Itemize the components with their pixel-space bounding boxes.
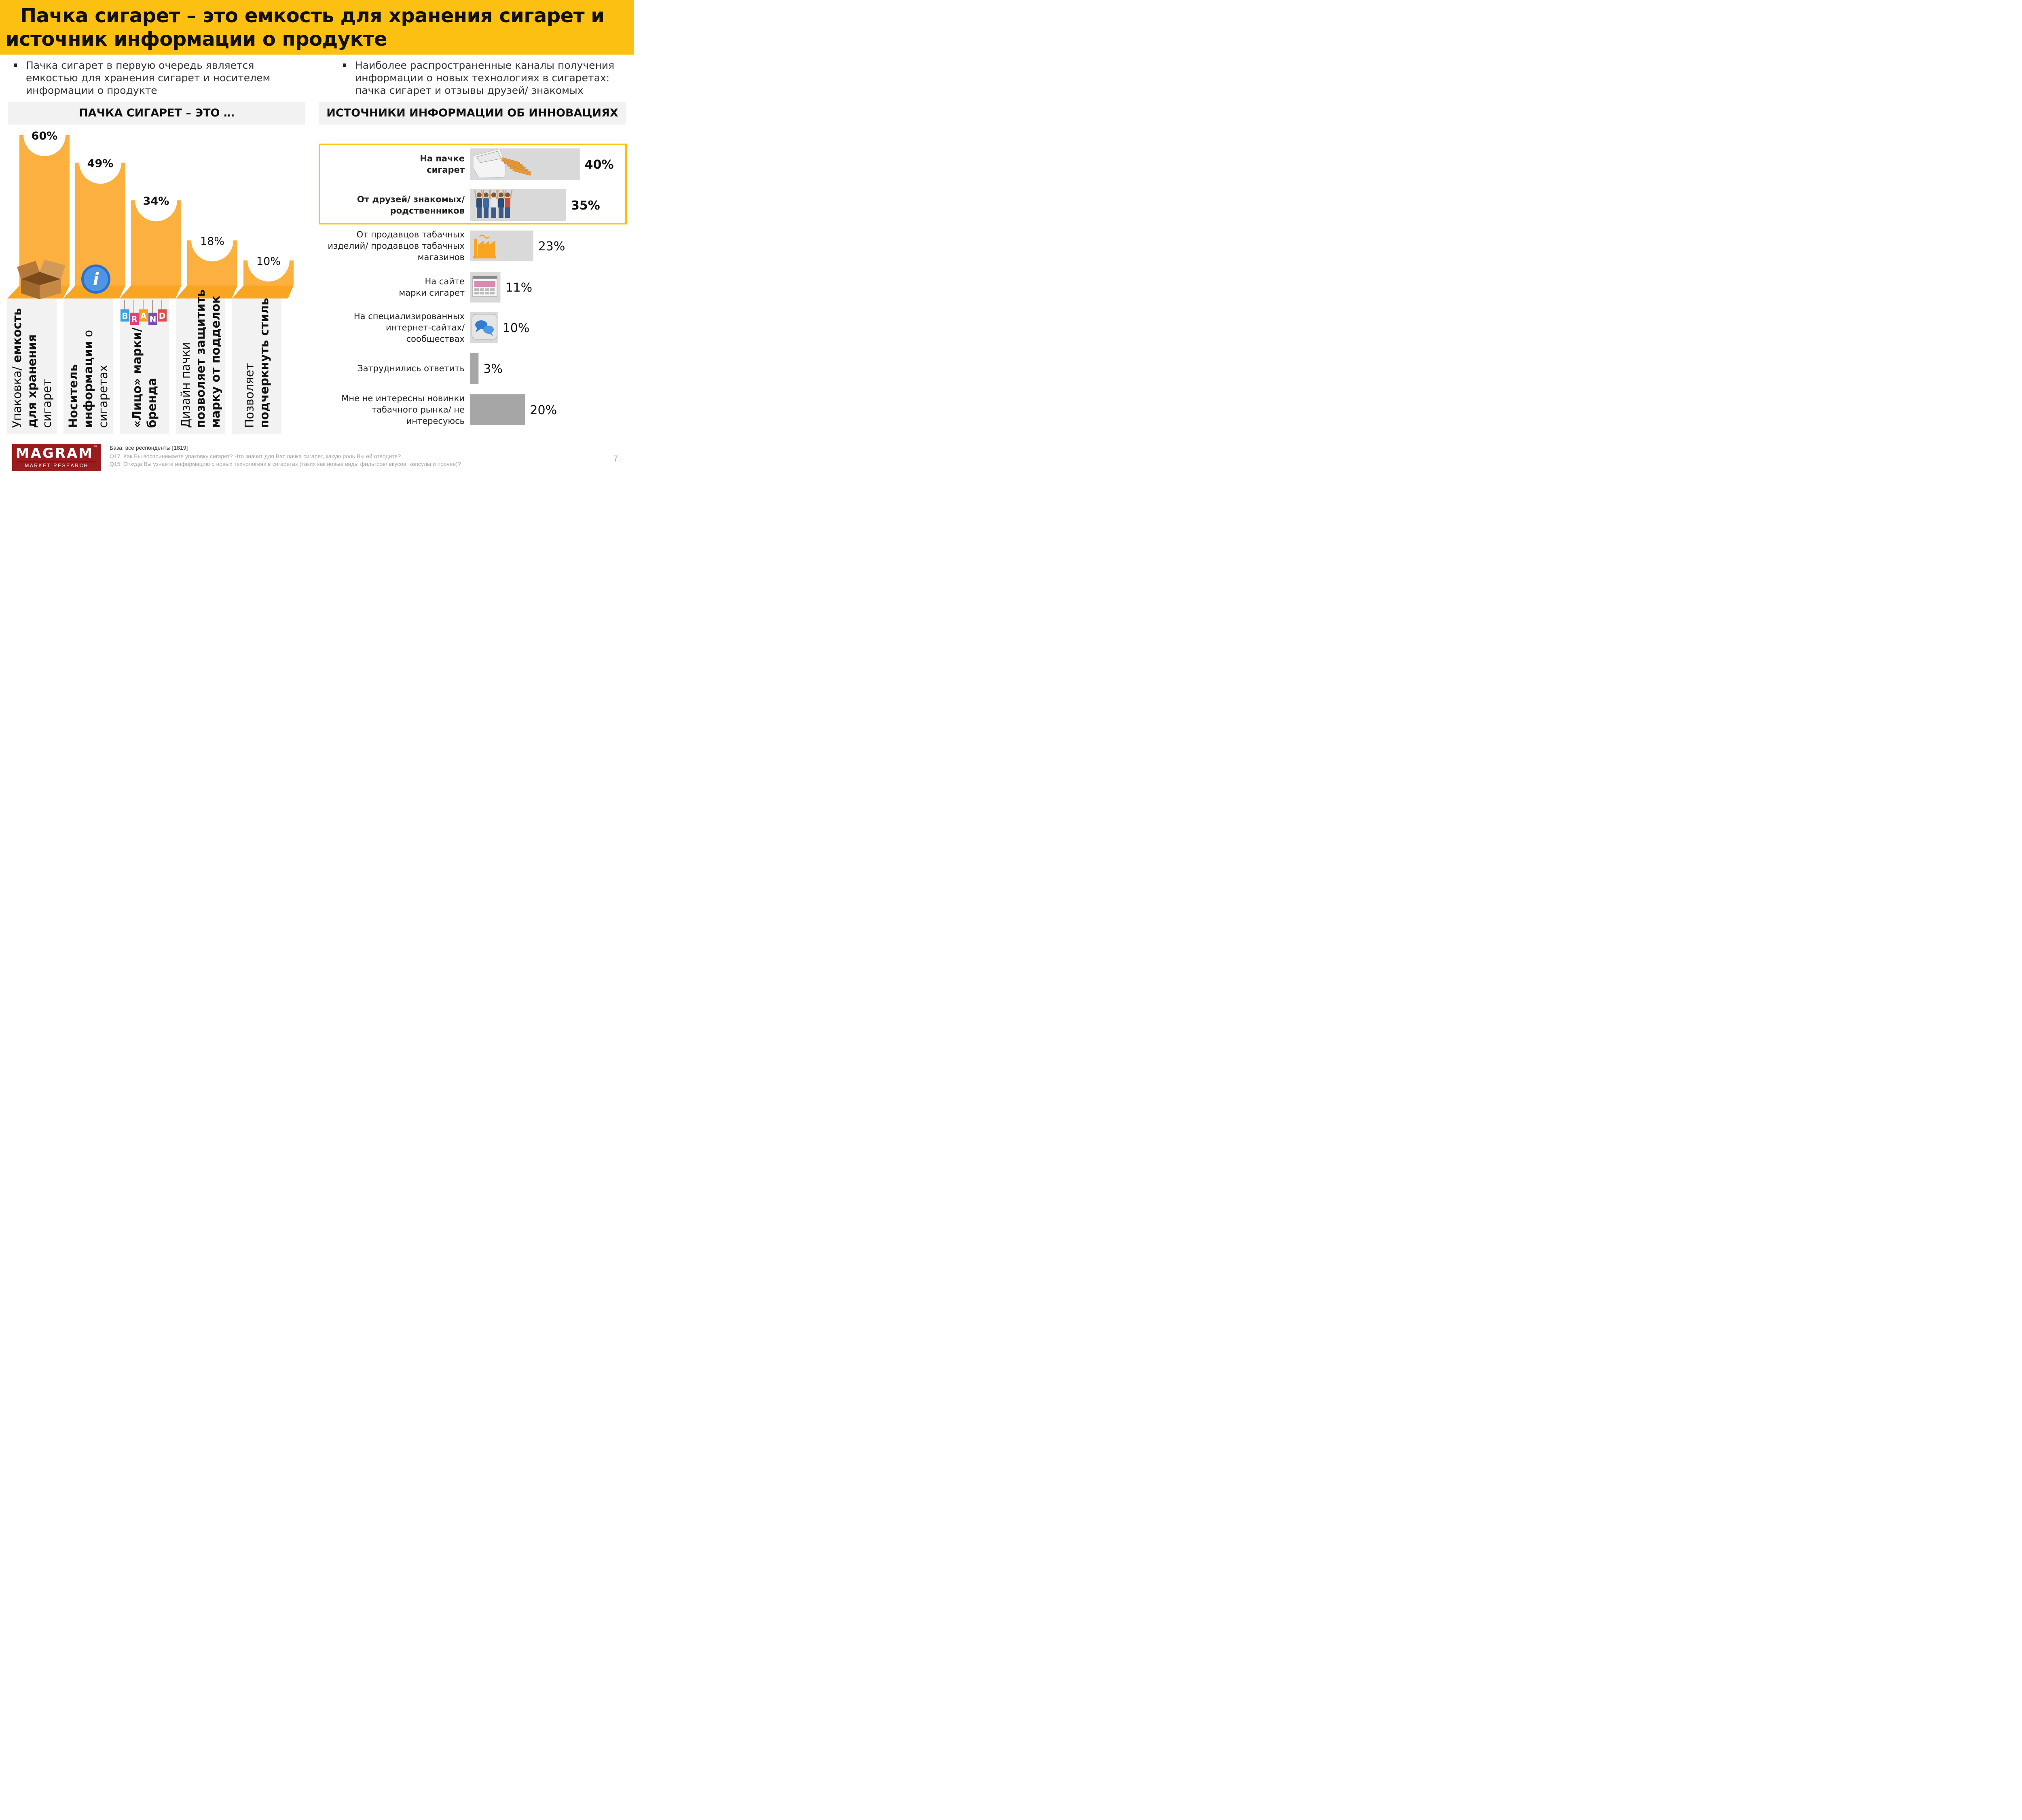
- bar-value-label: 60%: [32, 130, 58, 142]
- bar-category-label: «Лицо» марки/бренда: [130, 328, 159, 428]
- hbar-value-label: 11%: [505, 281, 532, 295]
- svg-text:i: i: [93, 269, 99, 289]
- bar-value-label: 34%: [143, 195, 169, 207]
- page-number: 7: [613, 454, 618, 464]
- right-panel-title: ИСТОЧНИКИ ИНФОРМАЦИИ ОБ ИННОВАЦИЯХ: [319, 102, 626, 125]
- category-label-line: бренда: [145, 378, 159, 428]
- right-bullet: Наиболее распространенные каналы получен…: [343, 59, 626, 97]
- bar-4: [187, 240, 237, 286]
- category-label-line: информации о: [81, 330, 95, 428]
- bar-floor: [120, 286, 181, 298]
- category-label-line: Позволяет: [243, 363, 256, 428]
- footer-base-note: База: все респонденты [1819]: [110, 444, 188, 451]
- bar-category-label: Позволяет подчеркнуть стиль: [243, 298, 271, 428]
- left-bullet-line-1: Пачка сигарет в первую очередь является: [26, 59, 254, 71]
- friends-group-icon: [474, 190, 513, 218]
- svg-text:R: R: [131, 314, 137, 324]
- bar-value-label: 10%: [256, 255, 281, 268]
- category-label-line: марку от подделок: [209, 296, 222, 428]
- category-label-line: подчеркнуть стиль: [258, 298, 271, 428]
- hbar-7: [470, 394, 525, 425]
- hbar-value-label: 20%: [530, 403, 557, 417]
- left-bullet-line-3: информации о продукте: [26, 85, 157, 96]
- factory-icon: [473, 235, 496, 258]
- right-bar-chart: 40% На пачке сигарет 35% От друзей/ знакомых…: [319, 144, 627, 426]
- left-bar-chart: 60% Упаковка/ емкость для хранения сигарет 4…: [7, 130, 294, 434]
- logo-sub-text: MARKET RESEARCH: [25, 463, 89, 468]
- svg-text:A: A: [140, 311, 147, 321]
- page-title-line-2: источник информации о продукте: [6, 28, 387, 51]
- bar-label-card: [63, 298, 113, 434]
- category-label-line: позволяет защитить: [194, 289, 207, 428]
- category-label-line: сигаретах: [96, 365, 110, 428]
- page-title-line-1: Пачка сигарет – это емкость для хранения…: [20, 4, 605, 27]
- hbar-category-label: На специализированных интернет-сайтах/соо…: [354, 311, 465, 344]
- hbar-6: [470, 353, 479, 384]
- bar-floor: [232, 286, 294, 298]
- bar-value-label: 18%: [200, 235, 224, 248]
- bar-category-label: Упаковка/ емкость для хранения сигарет: [10, 308, 54, 428]
- company-logo: MAGRAM™ MARKET RESEARCH: [12, 444, 101, 471]
- hbar-category-label: Затруднились ответить: [357, 364, 465, 373]
- title-bar: [0, 0, 634, 55]
- category-label-line: Дизайн пачки: [179, 342, 192, 428]
- cardboard-box-icon: [17, 260, 66, 299]
- website-icon: [472, 276, 497, 297]
- svg-text:N: N: [150, 314, 157, 324]
- hbar-category-label: От друзей/ знакомых/родственников: [357, 195, 465, 216]
- category-label-line: «Лицо» марки/: [130, 328, 144, 428]
- category-label-line: Носитель: [66, 364, 80, 428]
- svg-text:B: B: [122, 311, 128, 321]
- bar-value-label: 49%: [87, 157, 114, 170]
- highlight-frame: [319, 144, 627, 224]
- info-icon: i: [81, 265, 110, 294]
- right-bullet-line-1: Наиболее распространенные каналы получен…: [355, 59, 615, 71]
- hbar-category-label: Мне не интересны новинки табачного рынка/…: [341, 394, 465, 426]
- category-label-line: для хранения: [25, 334, 39, 428]
- hbar-value-label: 40%: [585, 158, 614, 172]
- category-label-line: Упаковка/ емкость: [10, 308, 24, 428]
- footer-question-q15: Q15. Откуда Вы узнаете информацию о новы…: [110, 461, 461, 467]
- right-bullet-line-3: пачка сигарет и отзывы друзей/ знакомых: [355, 85, 584, 96]
- hbar-value-label: 3%: [483, 362, 503, 376]
- svg-text:D: D: [159, 311, 166, 321]
- hbar-category-label: На пачке сигарет: [420, 154, 465, 175]
- bar-1: [19, 135, 70, 286]
- bar-label-card: [7, 298, 57, 434]
- hbar-category-label: На сайте марки сигарет: [399, 277, 465, 298]
- bar-3: [131, 200, 181, 286]
- bar-label-card: [176, 298, 225, 434]
- chat-bubbles-icon: [472, 314, 497, 340]
- bar-5: [243, 260, 294, 286]
- hbar-value-label: 23%: [538, 239, 565, 254]
- left-bullet-line-2: емкостью для хранения сигарет и носителе…: [26, 72, 271, 84]
- left-panel-title: ПАЧКА СИГАРЕТ – ЭТО …: [8, 102, 305, 125]
- bar-label-card: [232, 298, 281, 434]
- bullet-square-icon: [343, 63, 346, 67]
- logo-main-text: MAGRAM™: [15, 445, 98, 461]
- category-label-line: сигарет: [40, 379, 54, 428]
- hbar-value-label: 10%: [503, 321, 530, 335]
- bar-category-label: Дизайн пачки позволяет защитить марку от п…: [179, 289, 222, 428]
- bar-floor: [176, 286, 237, 298]
- bar-2: [75, 163, 125, 286]
- hbar-category-label: От продавцов табачных изделий/ продавцов …: [328, 230, 465, 262]
- cigarette-pack-icon: [473, 148, 531, 178]
- hbar-value-label: 35%: [571, 199, 600, 213]
- bullet-square-icon: [14, 63, 17, 67]
- right-bullet-line-2: информации о новых технологиях в сигарет…: [355, 72, 610, 84]
- footer-question-q17: Q17. Как Вы воспринимаете упаковку сигар…: [110, 453, 401, 459]
- page-title: Пачка сигарет – это емкость для хранения…: [6, 4, 628, 51]
- left-bullet: Пачка сигарет в первую очередь является …: [14, 59, 305, 97]
